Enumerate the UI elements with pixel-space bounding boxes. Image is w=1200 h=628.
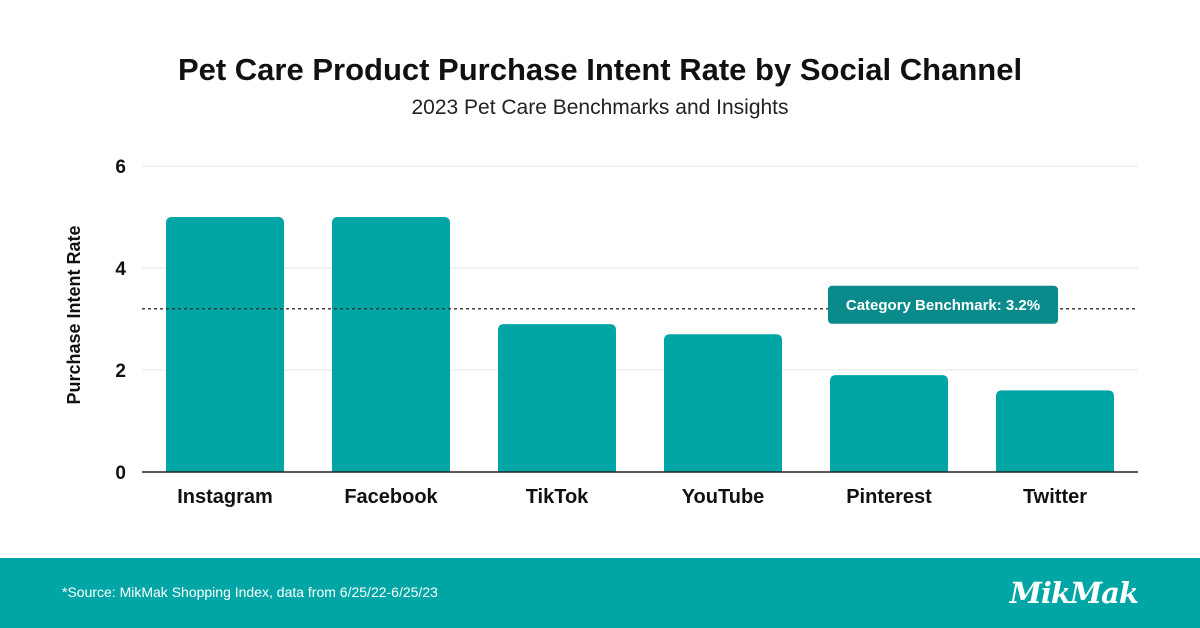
bar-instagram [166, 217, 284, 472]
bar-facebook [332, 217, 450, 472]
chart-subtitle: 2023 Pet Care Benchmarks and Insights [411, 96, 789, 119]
mikmak-logo: MikMak [1009, 576, 1139, 610]
bar-tiktok [498, 324, 616, 472]
x-tick-label: Pinterest [846, 486, 932, 508]
benchmark: Category Benchmark: 3.2% [142, 285, 1138, 324]
axes: 0 2 4 6 Instagram Facebook TikTok YouTube Pinter… [115, 157, 1138, 508]
chart-title: Pet Care Product Purchase Intent Rate by… [177, 52, 1023, 87]
y-tick-label: 2 [115, 361, 126, 382]
y-tick-label: 6 [115, 157, 126, 178]
bars [166, 217, 1114, 472]
bar-chart: 0 2 4 6 Instagram Facebook TikTok YouTube Pinter… [64, 157, 1138, 508]
x-tick-label: Twitter [1023, 486, 1087, 508]
bar-youtube [664, 334, 782, 472]
benchmark-label: Category Benchmark: 3.2% [846, 297, 1040, 314]
y-tick-label: 0 [115, 463, 126, 484]
x-tick-label: TikTok [526, 486, 589, 508]
y-tick-label: 4 [115, 259, 126, 280]
y-axis-label: Purchase Intent Rate [64, 225, 84, 404]
x-tick-label: YouTube [682, 486, 765, 508]
x-tick-label: Instagram [177, 486, 273, 508]
source-note: *Source: MikMak Shopping Index, data fro… [62, 584, 438, 600]
gridlines [142, 165, 1138, 371]
benchmark-badge [828, 285, 1058, 324]
bar-twitter [996, 390, 1114, 472]
footer-bar: *Source: MikMak Shopping Index, data fro… [0, 558, 1200, 628]
bar-pinterest [830, 375, 948, 472]
x-tick-label: Facebook [344, 486, 438, 508]
